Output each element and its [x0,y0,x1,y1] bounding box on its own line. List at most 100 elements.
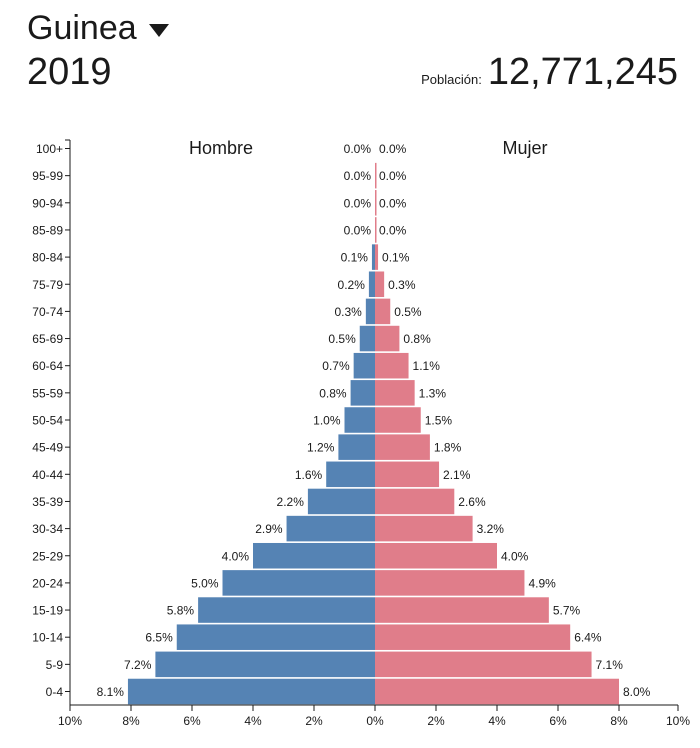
labels-layer: Hombre Mujer 8.1% 8.0% 7.2% 7.1% 6.5% 6.4% 5.8% 5… [97,138,651,699]
label-mujer-10-14: 6.4% [574,631,602,645]
population-value: 12,771,245 [487,51,678,93]
y-tick-label-25-29: 25-29 [32,549,63,563]
bar-mujer-10-14[interactable] [375,624,571,650]
country-name: Guinea [27,9,137,47]
label-mujer-70-74: 0.5% [394,305,422,319]
label-hombre-70-74: 0.3% [334,305,362,319]
label-hombre-65-69: 0.5% [328,332,356,346]
bar-hombre-80-84[interactable] [371,244,375,270]
bar-hombre-25-29[interactable] [253,542,375,569]
label-hombre-75-79: 0.2% [338,278,366,292]
y-tick-label-70-74: 70-74 [32,305,63,319]
bar-mujer-60-64[interactable] [375,352,409,379]
bar-hombre-55-59[interactable] [350,380,375,406]
bar-hombre-50-54[interactable] [344,407,376,433]
bar-mujer-65-69[interactable] [375,325,400,352]
label-hombre-0-4: 8.1% [97,685,125,699]
y-tick-label-0-4: 0-4 [46,685,64,699]
bar-hombre-40-44[interactable] [326,461,375,488]
y-tick-label-5-9: 5-9 [46,658,64,672]
label-hombre-45-49: 1.2% [307,441,335,455]
y-tick-label-95-99: 95-99 [32,169,63,183]
bar-mujer-25-29[interactable] [375,542,497,569]
y-tick-label-85-89: 85-89 [32,223,63,237]
label-mujer-65-69: 0.8% [403,332,431,346]
label-mujer-40-44: 2.1% [443,468,471,482]
y-tick-label-40-44: 40-44 [32,468,63,482]
label-mujer-95-99: 0.0% [379,169,407,183]
bar-mujer-20-24[interactable] [375,570,525,596]
label-mujer-20-24: 4.9% [528,576,556,590]
label-hombre-100+: 0.0% [344,142,372,156]
label-hombre-5-9: 7.2% [124,658,152,672]
bar-mujer-70-74[interactable] [375,298,391,325]
label-hombre-40-44: 1.6% [295,468,323,482]
label-mujer-75-79: 0.3% [388,278,416,292]
bar-hombre-5-9[interactable] [155,651,375,678]
bar-hombre-30-34[interactable] [286,515,375,542]
bar-hombre-65-69[interactable] [359,325,375,352]
country-selector[interactable]: Guinea [27,6,169,50]
bar-hombre-0-4[interactable] [127,678,375,705]
bar-hombre-20-24[interactable] [222,570,376,596]
bar-mujer-45-49[interactable] [375,434,430,460]
label-mujer-100+: 0.0% [379,142,407,156]
label-hombre-55-59: 0.8% [319,386,347,400]
y-tick-label-60-64: 60-64 [32,359,63,373]
label-hombre-95-99: 0.0% [344,169,372,183]
bar-mujer-40-44[interactable] [375,461,440,488]
label-hombre-50-54: 1.0% [313,414,341,428]
label-hombre-80-84: 0.1% [341,251,369,265]
y-tick-label-45-49: 45-49 [32,441,63,455]
bar-mujer-30-34[interactable] [375,515,473,542]
bar-hombre-60-64[interactable] [353,352,375,379]
label-mujer-25-29: 4.0% [501,549,529,563]
x-tick-label-2: 6% [183,714,201,728]
x-tick-label-9: 8% [610,714,628,728]
bar-hombre-35-39[interactable] [307,488,375,515]
series-label-hombre: Hombre [189,138,253,158]
y-tick-label-65-69: 65-69 [32,332,63,346]
x-tick-label-3: 4% [244,714,262,728]
y-tick-label-10-14: 10-14 [32,631,63,645]
y-tick-label-75-79: 75-79 [32,278,63,292]
bar-mujer-55-59[interactable] [375,380,415,406]
bar-mujer-sliver-90-94 [375,190,377,216]
bar-mujer-0-4[interactable] [375,678,619,705]
bar-mujer-15-19[interactable] [375,597,549,623]
label-mujer-35-39: 2.6% [458,495,486,509]
y-tick-label-100+: 100+ [36,142,63,156]
x-tick-label-5: 0% [366,714,384,728]
bar-hombre-70-74[interactable] [365,298,375,325]
x-tick-label-10: 10% [666,714,690,728]
caret-down-icon[interactable] [148,23,169,37]
bar-hombre-15-19[interactable] [198,597,375,623]
bar-hombre-45-49[interactable] [338,434,375,460]
y-tick-label-50-54: 50-54 [32,414,63,428]
bar-hombre-75-79[interactable] [368,271,375,298]
label-hombre-10-14: 6.5% [145,631,173,645]
label-mujer-80-84: 0.1% [382,251,410,265]
label-mujer-15-19: 5.7% [553,604,581,618]
label-mujer-85-89: 0.0% [379,223,407,237]
y-tick-label-80-84: 80-84 [32,251,63,265]
label-mujer-5-9: 7.1% [596,658,624,672]
label-hombre-60-64: 0.7% [322,359,350,373]
x-tick-label-0: 10% [58,714,82,728]
bar-mujer-sliver-95-99 [375,162,377,189]
label-mujer-90-94: 0.0% [379,196,407,210]
bar-mujer-80-84[interactable] [375,244,379,270]
y-tick-label-20-24: 20-24 [32,576,63,590]
label-mujer-60-64: 1.1% [413,359,441,373]
axes-layer: 0-4 5-9 10-14 15-19 20-24 25-29 30-34 35-39 40-4… [32,139,690,728]
label-mujer-45-49: 1.8% [434,441,462,455]
y-tick-label-30-34: 30-34 [32,522,63,536]
bar-mujer-35-39[interactable] [375,488,455,515]
bar-mujer-5-9[interactable] [375,651,592,678]
population-summary: Población: 12,771,245 [421,50,678,94]
x-tick-label-8: 6% [549,714,567,728]
bar-hombre-10-14[interactable] [176,624,375,650]
bar-mujer-75-79[interactable] [375,271,385,298]
bar-mujer-50-54[interactable] [375,407,421,433]
